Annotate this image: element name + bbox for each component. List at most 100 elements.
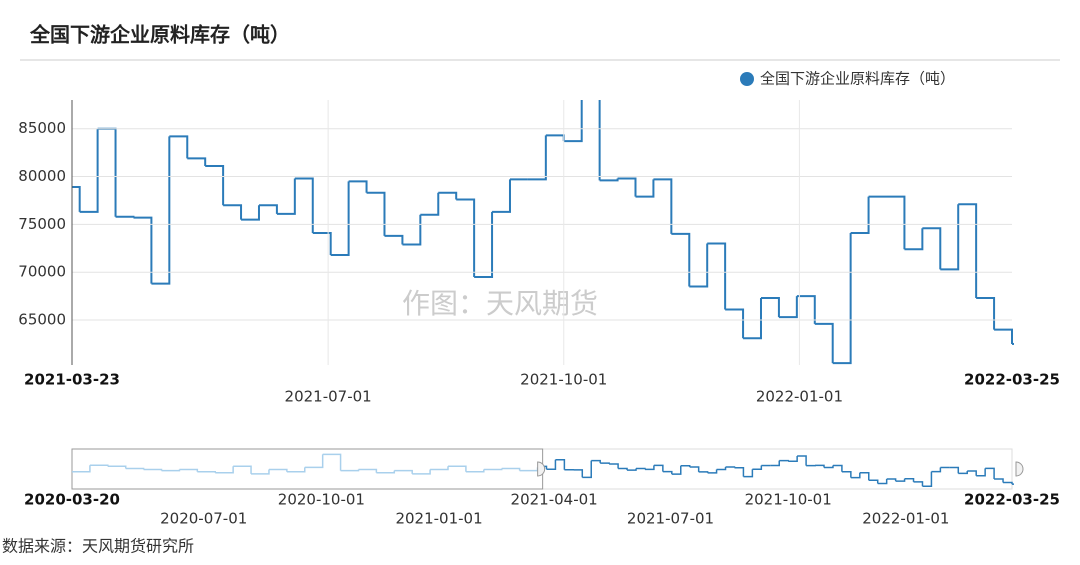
line-step — [949, 466, 960, 474]
line-step — [258, 204, 278, 214]
line-step — [859, 472, 870, 481]
line-step — [1003, 481, 1013, 485]
line-step — [72, 186, 81, 212]
line-step — [832, 232, 852, 365]
line-step — [976, 468, 986, 477]
line-step — [107, 465, 127, 469]
line-step — [877, 478, 888, 485]
watermark: 作图：天风期货 — [402, 287, 598, 320]
line-step — [205, 165, 225, 206]
line-step — [841, 470, 852, 478]
y-tick-label: 75000 — [18, 215, 66, 233]
line-step — [527, 135, 547, 181]
x-tick-label: 2022-03-25 — [964, 371, 1060, 389]
x-tick-label: 2022-01-01 — [756, 388, 843, 406]
line-step — [671, 232, 691, 287]
line-step — [797, 455, 807, 466]
line-step — [922, 227, 942, 270]
line-step — [215, 466, 234, 474]
line-step — [904, 228, 924, 251]
line-step — [635, 179, 655, 198]
line-step — [976, 297, 996, 330]
navigator-tick-label: 2021-07-01 — [627, 510, 714, 528]
line-step — [689, 243, 709, 288]
line-step — [680, 465, 691, 468]
line-step — [563, 100, 583, 143]
line-step — [384, 234, 404, 245]
line-step — [734, 467, 745, 477]
line-step — [582, 460, 592, 479]
line-step — [653, 464, 664, 472]
line-step — [151, 136, 171, 285]
navigator-tick-label: 2021-01-01 — [395, 510, 482, 528]
line-step — [931, 467, 942, 473]
line-step — [824, 465, 834, 469]
line-step — [340, 469, 360, 472]
line-step — [716, 467, 727, 471]
source-note: 数据来源：天风期货研究所 — [2, 537, 194, 556]
line-step — [743, 469, 754, 478]
y-tick-label: 85000 — [18, 119, 66, 137]
line-step — [814, 322, 834, 364]
line-step — [546, 459, 557, 470]
line-step — [348, 180, 368, 193]
line-step — [599, 178, 619, 182]
navigator-tick-label: 2020-10-01 — [278, 491, 365, 509]
line-step — [133, 216, 153, 284]
line-step — [598, 100, 601, 181]
line-step — [832, 464, 843, 472]
line-step — [97, 127, 117, 217]
line-step — [725, 308, 745, 339]
line-step — [591, 459, 601, 464]
line-step — [922, 471, 933, 488]
navigator-tick-label: 2020-03-20 — [24, 491, 120, 509]
line-step — [994, 478, 1004, 483]
line-step — [850, 196, 870, 234]
y-tick-label: 80000 — [18, 167, 66, 185]
line-step — [600, 462, 610, 465]
line-step — [760, 297, 780, 318]
line-step — [322, 453, 342, 471]
navigator-tick-label: 2022-03-25 — [964, 491, 1060, 509]
navigator-tick-label: 2021-04-01 — [511, 491, 598, 509]
line-step — [985, 467, 995, 479]
line-step — [788, 456, 798, 462]
line-step — [456, 198, 476, 277]
navigator-tick-label: 2020-07-01 — [160, 510, 247, 528]
line-step — [644, 465, 655, 471]
line-step — [330, 181, 350, 256]
line-step — [815, 464, 825, 468]
line-step — [627, 468, 637, 471]
line-step — [394, 469, 413, 474]
navigator-tick-label: 2021-10-01 — [745, 491, 832, 509]
line-step — [402, 214, 422, 246]
line-step — [223, 204, 243, 220]
navigator-handle[interactable] — [537, 461, 546, 477]
line-step — [609, 463, 619, 469]
y-tick-label: 65000 — [18, 311, 66, 329]
legend-label: 全国下游企业原料库存（吨） — [760, 70, 955, 88]
plot-area — [72, 100, 1014, 365]
line-step — [79, 128, 99, 213]
line-step — [492, 179, 511, 213]
x-tick-label: 2021-10-01 — [520, 371, 607, 389]
line-step — [886, 478, 897, 482]
line-step — [268, 468, 288, 472]
navigator-tick-label: 2022-01-01 — [862, 510, 949, 528]
legend-marker — [740, 72, 754, 86]
line-step — [994, 328, 1013, 344]
line-step — [358, 468, 378, 473]
line-step — [474, 211, 494, 278]
line-step — [940, 204, 960, 271]
line-step — [904, 477, 915, 482]
line-step — [617, 177, 637, 197]
line-step — [752, 465, 763, 470]
line-step — [698, 471, 709, 473]
line-step — [573, 469, 584, 478]
line-step — [653, 178, 673, 234]
line-step — [555, 459, 566, 470]
line-step — [886, 195, 906, 250]
line-step — [187, 157, 207, 167]
line-step — [850, 472, 861, 479]
navigator-handle[interactable] — [1015, 461, 1024, 477]
